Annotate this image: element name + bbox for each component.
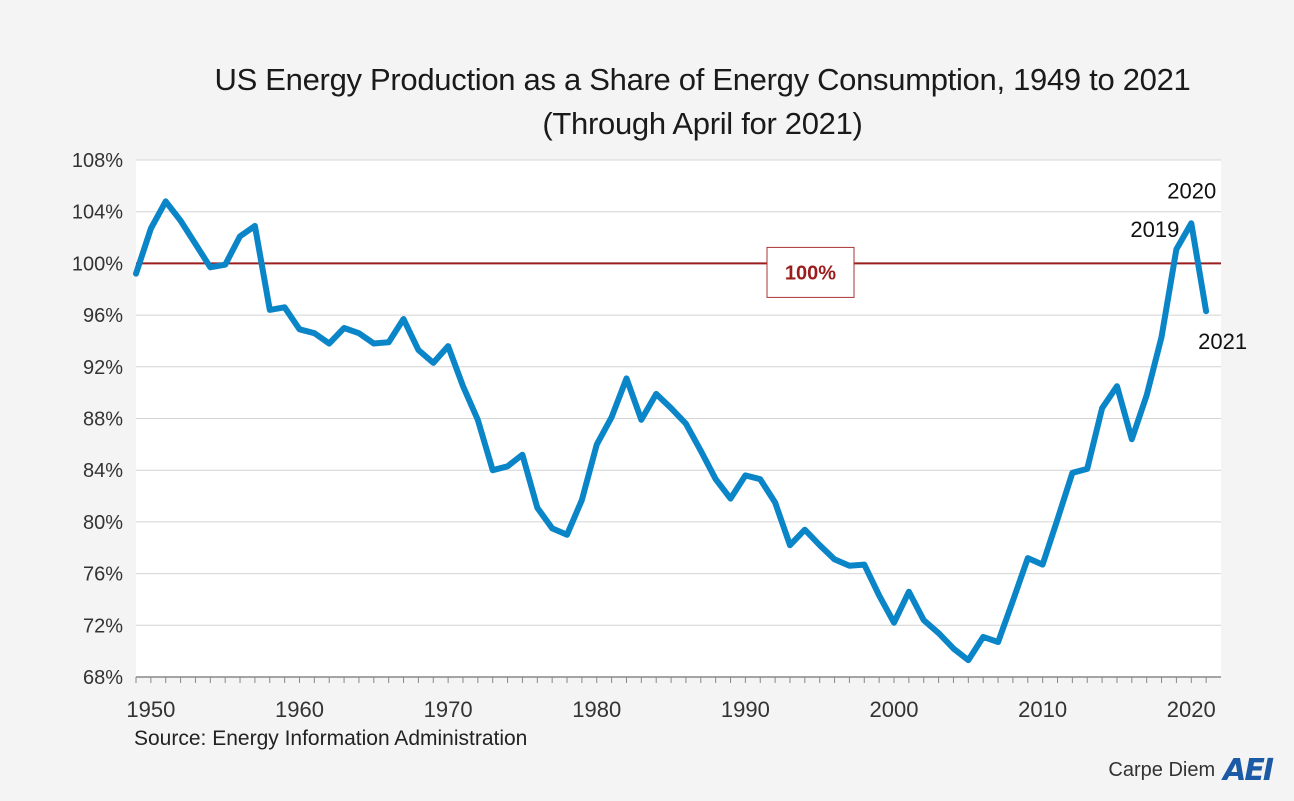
y-tick-label: 68% [83,667,123,689]
y-tick-label: 84% [83,460,123,482]
x-tick-label: 1960 [275,697,324,722]
y-tick-label: 92% [83,357,123,379]
x-tick-label: 1980 [572,697,621,722]
y-tick-label: 96% [83,305,123,327]
annotation-label: 2019 [1130,217,1179,242]
x-tick-label: 1970 [424,697,473,722]
x-tick-label: 2020 [1167,697,1216,722]
chart-title: US Energy Production as a Share of Energ… [0,58,1294,146]
y-tick-label: 104% [72,202,123,224]
annotation-label: 2021 [1198,329,1247,354]
y-tick-label: 108% [72,150,123,172]
x-tick-label: 2010 [1018,697,1067,722]
grid-lines [136,159,1221,678]
chart-subtitle: (Through April for 2021) [542,106,863,141]
y-tick-label: 72% [83,615,123,637]
brand-text: Carpe Diem [1108,759,1216,781]
brand: Carpe Diem AEI [1108,753,1274,788]
reference-label: 100% [785,262,836,284]
source-note: Source: Energy Information Administratio… [134,727,528,750]
annotations: 2019 2020 2021 [1130,178,1247,354]
reference-label-box [766,246,855,298]
reference-line-group: 100% [136,246,1221,298]
x-tick-label: 2000 [870,697,919,722]
x-tick-label: 1950 [126,697,175,722]
y-tick-label: 100% [72,253,123,275]
aei-logo: AEI [1223,753,1274,788]
y-tick-label: 80% [83,512,123,534]
series-group [133,198,1210,664]
axes: 68% 72% 76% 80% 84% 88% 92% 96% 100% 104% 108% 1950… [72,150,1221,722]
y-tick-label: 88% [83,409,123,431]
y-tick-label: 76% [83,564,123,586]
chart-title-line1: US Energy Production as a Share of Energ… [214,62,1191,97]
x-tick-label: 1990 [721,697,770,722]
annotation-label: 2020 [1167,178,1216,203]
